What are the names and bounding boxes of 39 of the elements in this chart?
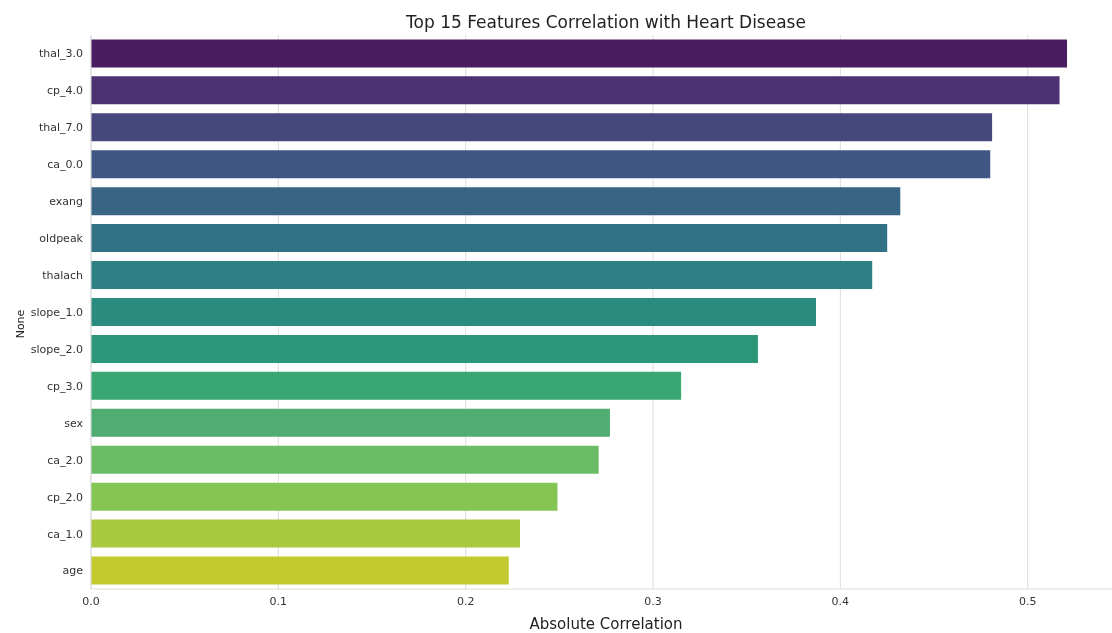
y-tick-label: slope_2.0 (30, 342, 83, 356)
bar (91, 371, 682, 400)
bar (91, 261, 873, 290)
x-tick-label: 0.4 (831, 594, 850, 608)
y-tick-label: thal_7.0 (38, 121, 83, 135)
bar (91, 556, 509, 585)
y-tick-label: slope_1.0 (30, 305, 83, 319)
y-tick-label: ca_0.0 (47, 158, 83, 172)
x-tick-label: 0.0 (82, 594, 100, 608)
x-tick-label: 0.1 (269, 594, 288, 608)
y-tick-label: ca_2.0 (47, 453, 83, 467)
bar (91, 297, 816, 326)
bar (91, 187, 901, 216)
y-axis-title: None (13, 309, 27, 339)
bar (91, 39, 1068, 68)
y-tick-label: age (62, 564, 84, 578)
y-tick-label: cp_3.0 (46, 379, 83, 393)
y-tick-label: oldpeak (39, 232, 84, 246)
y-tick-label: thal_3.0 (38, 47, 83, 61)
bar (91, 334, 758, 363)
x-tick-label: 0.3 (644, 594, 662, 608)
bar (91, 408, 610, 437)
x-tick-label: 0.5 (1018, 594, 1037, 608)
bar (91, 445, 599, 474)
x-tick-label: 0.2 (456, 594, 475, 608)
y-tick-label: exang (49, 195, 83, 209)
bar (91, 150, 991, 179)
y-tick-label: thalach (42, 268, 84, 282)
bar (91, 519, 521, 548)
bar (91, 224, 888, 253)
x-axis-title: Absolute Correlation (528, 615, 684, 633)
bar (91, 76, 1060, 105)
y-tick-label: cp_4.0 (46, 84, 83, 98)
y-tick-label: sex (64, 416, 84, 430)
y-tick-label: ca_1.0 (47, 527, 83, 541)
chart-title: Top 15 Features Correlation with Heart Disease (405, 12, 807, 32)
y-tick-label: cp_2.0 (46, 490, 83, 504)
bar (91, 482, 558, 511)
bar (91, 113, 993, 142)
